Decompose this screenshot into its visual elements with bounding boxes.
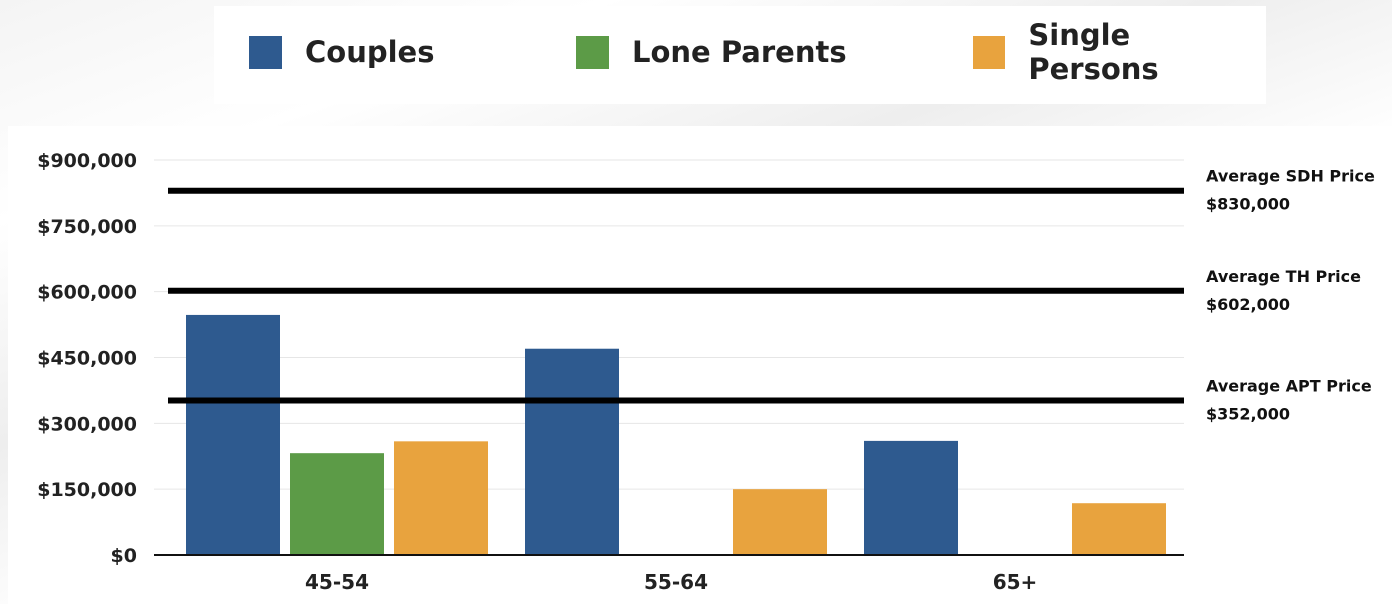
- bar-chart: $0 $150,000 $300,000 $450,000 $600,000 $750,0…: [37, 150, 1375, 594]
- legend-label: Couples: [305, 35, 435, 69]
- legend: Couples Lone Parents Single Persons: [214, 6, 1266, 104]
- legend-swatch: [576, 35, 609, 69]
- x-tick-label: 45-54: [305, 570, 369, 594]
- y-tick-label: $900,000: [37, 150, 137, 172]
- legend-swatch: [249, 35, 282, 69]
- reference-line-label: Average SDH Price: [1206, 167, 1375, 186]
- bar-single-persons-0: [394, 441, 488, 555]
- bar-couples-0: [186, 314, 280, 555]
- x-tick-label: 65+: [993, 570, 1038, 594]
- legend-item-single-persons: Single Persons: [973, 18, 1266, 86]
- y-tick-label: $450,000: [37, 348, 137, 370]
- bar-couples-2: [864, 440, 958, 555]
- legend-item-lone-parents: Lone Parents: [576, 32, 847, 72]
- bar-single-persons-1: [733, 489, 827, 555]
- legend-label: Single Persons: [1028, 18, 1159, 86]
- bar-single-persons-2: [1072, 503, 1166, 555]
- reference-line-value: $602,000: [1206, 295, 1290, 314]
- reference-line-label: Average TH Price: [1206, 267, 1361, 286]
- y-tick-label: $300,000: [37, 413, 137, 435]
- legend-item-couples: Couples: [249, 32, 434, 72]
- reference-line-label: Average APT Price: [1206, 377, 1372, 396]
- reference-line-value: $830,000: [1206, 195, 1290, 214]
- x-tick-label: 55-64: [644, 570, 708, 594]
- chart-panel: $0 $150,000 $300,000 $450,000 $600,000 $750,0…: [8, 126, 1392, 604]
- bar-couples-1: [525, 348, 619, 555]
- y-tick-label: $750,000: [37, 216, 137, 238]
- reference-line-value: $352,000: [1206, 405, 1290, 424]
- y-tick-label: $600,000: [37, 282, 137, 304]
- legend-label: Lone Parents: [632, 35, 847, 69]
- y-tick-label: $150,000: [37, 479, 137, 501]
- legend-swatch: [973, 35, 1006, 69]
- bar-lone-parents-0: [290, 453, 384, 555]
- y-tick-label: $0: [111, 545, 137, 567]
